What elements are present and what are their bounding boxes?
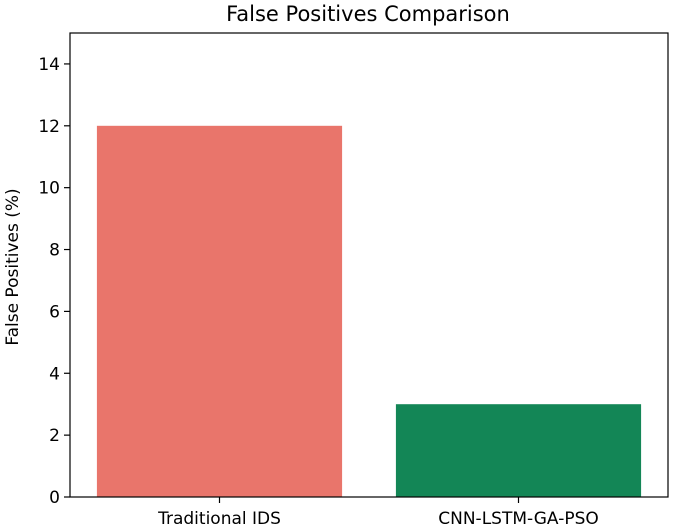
y-tick-label: 12 [38,117,60,137]
y-tick-label: 14 [38,55,60,75]
y-tick-label: 8 [49,241,60,261]
y-tick-label: 4 [49,364,60,384]
y-tick-label: 2 [49,426,60,446]
bars-layer [96,125,642,498]
x-tick-label: CNN-LSTM-GA-PSO [438,509,599,529]
bar-traditional-ids [96,125,343,498]
axes-layer [69,32,669,498]
y-tick-label: 0 [49,488,60,508]
bar-cnn-lstm-ga-pso [395,404,642,497]
y-tick-label: 10 [38,179,60,199]
ticks-layer: Traditional IDS CNN-LSTM-GA-PSO 0 2 4 6 8 10 12 1… [38,55,598,529]
y-axis-label: False Positives (%) [3,188,23,345]
y-tick-label: 6 [49,302,60,322]
x-tick-label: Traditional IDS [157,509,281,529]
plot-frame [69,32,669,498]
chart-title: False Positives Comparison [226,2,510,26]
